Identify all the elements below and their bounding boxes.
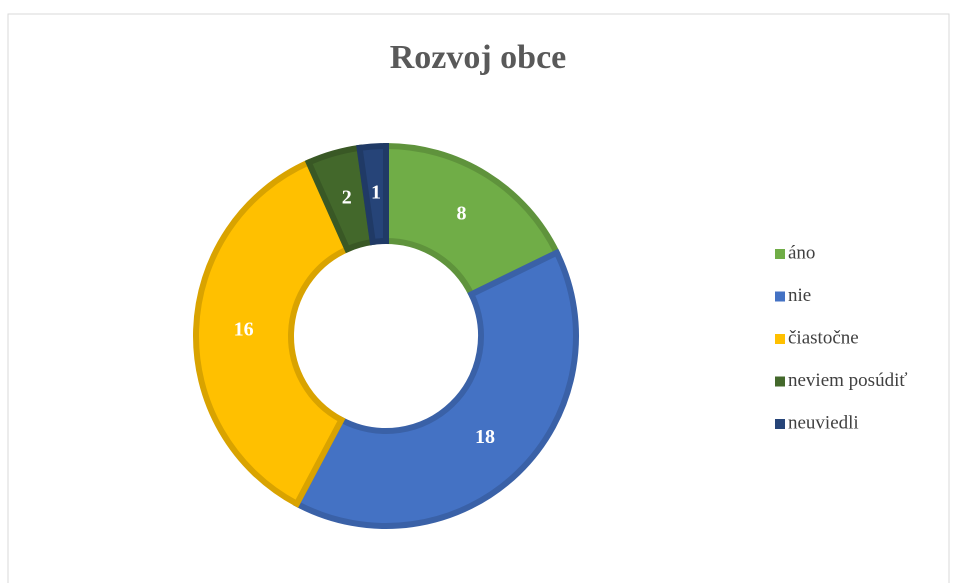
legend-label: neuviedli <box>788 412 859 433</box>
legend-swatch <box>775 249 785 259</box>
data-label: 18 <box>475 426 495 448</box>
donut-segment <box>383 142 561 299</box>
legend-swatch <box>775 419 785 429</box>
data-label: 16 <box>234 319 254 341</box>
legend-label: nie <box>788 285 811 306</box>
data-label: 1 <box>371 181 381 203</box>
legend-label: čiastočne <box>788 327 859 348</box>
donut-segment <box>356 142 389 246</box>
legend-label: neviem posúdiť <box>788 370 907 391</box>
chart-title: Rozvoj obce <box>390 39 567 76</box>
legend-label: áno <box>788 242 815 263</box>
legend-swatch <box>775 376 785 387</box>
donut-segment <box>193 158 352 508</box>
legend-swatch <box>775 291 785 302</box>
data-label: 8 <box>457 203 467 225</box>
legend-swatch <box>775 334 785 344</box>
donut-segment <box>292 248 579 529</box>
data-label: 2 <box>342 187 352 209</box>
